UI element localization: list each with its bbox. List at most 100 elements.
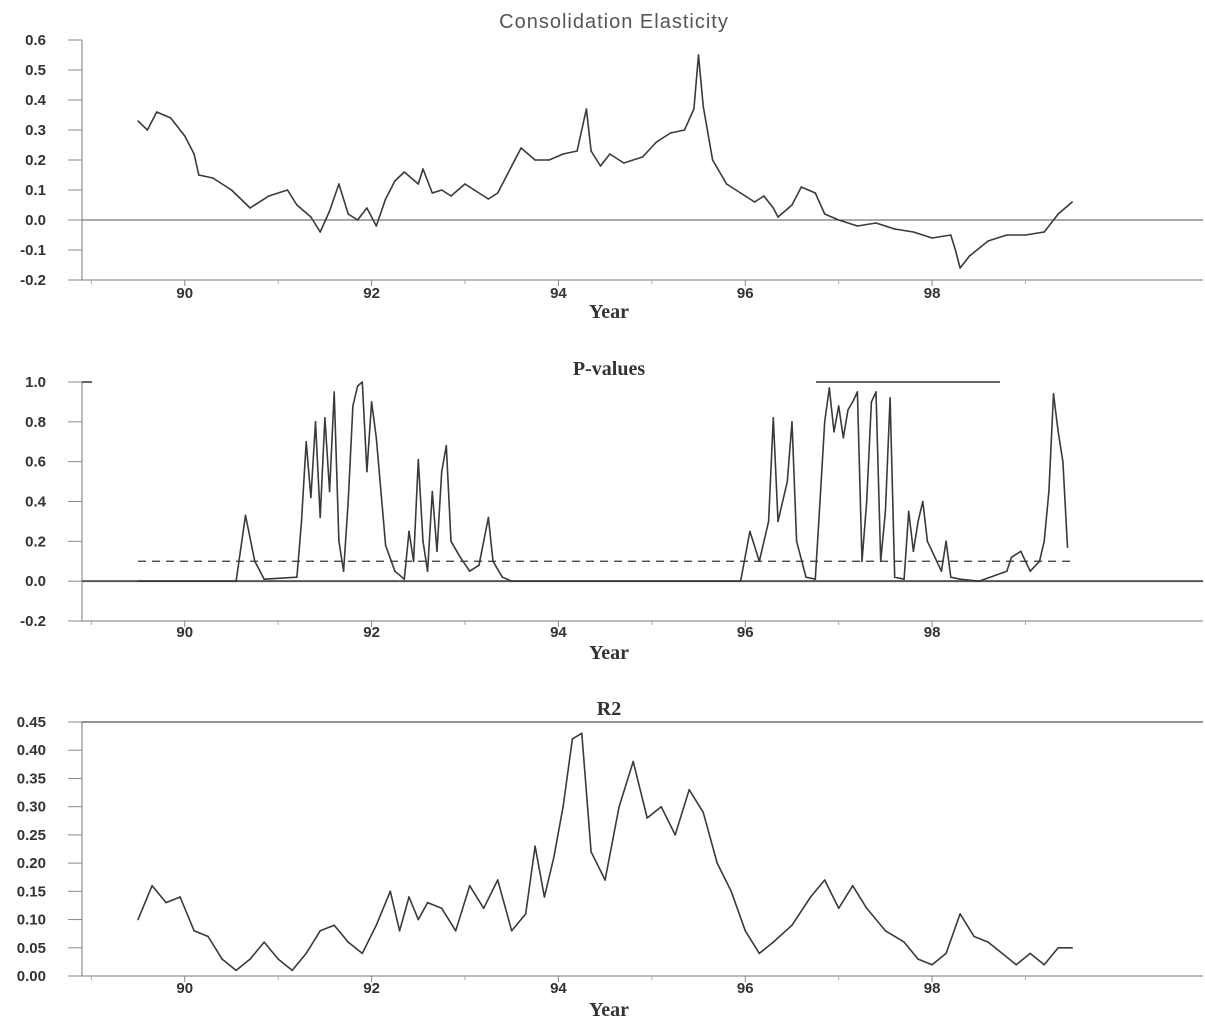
- data-point: [305, 440, 308, 443]
- y-tick-label: 0.8: [25, 414, 46, 431]
- data-point: [641, 156, 644, 158]
- data-point: [431, 490, 434, 493]
- data-point: [375, 436, 378, 439]
- data-point: [585, 108, 588, 110]
- data-point: [338, 183, 340, 185]
- data-point: [169, 117, 172, 119]
- data-point: [366, 470, 368, 473]
- data-point: [1029, 952, 1031, 955]
- data-point: [137, 580, 139, 582]
- data-point: [268, 195, 270, 197]
- data-point: [263, 941, 265, 943]
- data-point: [1057, 213, 1060, 215]
- data-point: [389, 890, 392, 893]
- data-point: [763, 195, 765, 197]
- data-point: [800, 186, 803, 188]
- data-point: [959, 913, 961, 915]
- data-point: [702, 105, 705, 107]
- data-point: [296, 204, 298, 206]
- data-point: [361, 381, 364, 383]
- data-point: [730, 890, 733, 893]
- data-point: [973, 935, 975, 938]
- data-point: [791, 204, 793, 206]
- data-point: [338, 540, 340, 543]
- data-point: [978, 580, 980, 582]
- data-point: [777, 520, 779, 523]
- data-point: [1006, 234, 1008, 236]
- data-point: [548, 159, 550, 161]
- y-tick-label: 0.20: [17, 855, 46, 872]
- y-tick-label: 0.45: [17, 714, 46, 731]
- data-point: [1052, 393, 1055, 395]
- data-point: [165, 901, 167, 904]
- data-point: [917, 958, 919, 960]
- data-point: [501, 576, 504, 578]
- data-point: [772, 207, 775, 209]
- data-point: [772, 417, 775, 419]
- x-tick-label: 94: [550, 285, 567, 302]
- data-point: [193, 153, 195, 155]
- data-point: [842, 436, 845, 439]
- data-point: [884, 510, 887, 513]
- data-point: [987, 941, 989, 943]
- data-point: [590, 150, 592, 152]
- data-point: [319, 930, 322, 932]
- data-point: [151, 884, 153, 887]
- data-point: [235, 969, 237, 972]
- data-point: [833, 430, 835, 433]
- data-point: [716, 862, 719, 864]
- data-point: [693, 108, 695, 110]
- y-tick-label: -0.2: [20, 613, 46, 630]
- data-point: [468, 884, 471, 887]
- data-point: [510, 930, 513, 932]
- data-point: [361, 952, 364, 955]
- data-point: [814, 192, 817, 194]
- data-point: [945, 540, 947, 543]
- data-point: [487, 198, 490, 200]
- data-point: [468, 570, 471, 573]
- data-point: [940, 570, 943, 573]
- data-point: [767, 520, 770, 523]
- y-tick-label: 0.00: [17, 968, 46, 985]
- data-point: [931, 963, 933, 966]
- data-point: [440, 189, 443, 191]
- data-point: [571, 738, 574, 740]
- x-tick-label: 96: [737, 980, 754, 997]
- data-point: [496, 192, 499, 194]
- y-tick-label: 0.15: [17, 883, 46, 900]
- x-tick-label: 96: [737, 624, 754, 641]
- data-point: [968, 255, 971, 257]
- y-tick-label: -0.1: [20, 242, 46, 259]
- data-point: [422, 168, 424, 170]
- data-point: [926, 540, 929, 543]
- data-point: [959, 267, 961, 269]
- data-point: [1010, 556, 1013, 559]
- data-point: [791, 421, 793, 423]
- data-point: [618, 805, 620, 808]
- x-tick-label: 98: [924, 285, 941, 302]
- data-point: [1048, 490, 1050, 493]
- data-point: [492, 560, 494, 563]
- data-point: [352, 405, 354, 407]
- data-point: [786, 480, 789, 483]
- data-point: [366, 207, 368, 209]
- x-axis-title: Year: [589, 999, 629, 1021]
- y-tick-label: 0.35: [17, 770, 46, 787]
- data-point: [646, 817, 648, 819]
- y-tick-label: 0.6: [25, 32, 46, 49]
- data-point: [230, 189, 233, 191]
- data-point: [408, 896, 410, 898]
- y-tick-label: 0.0: [25, 573, 46, 590]
- data-point: [1062, 460, 1064, 463]
- data-point: [907, 510, 910, 513]
- data-point: [426, 901, 429, 904]
- data-point: [328, 490, 331, 493]
- data-point: [819, 500, 821, 503]
- data-point: [823, 421, 826, 423]
- data-point: [398, 930, 401, 932]
- data-point: [893, 228, 896, 230]
- data-point: [426, 570, 429, 573]
- data-point: [384, 198, 387, 200]
- data-point: [861, 560, 863, 563]
- data-point: [417, 458, 420, 461]
